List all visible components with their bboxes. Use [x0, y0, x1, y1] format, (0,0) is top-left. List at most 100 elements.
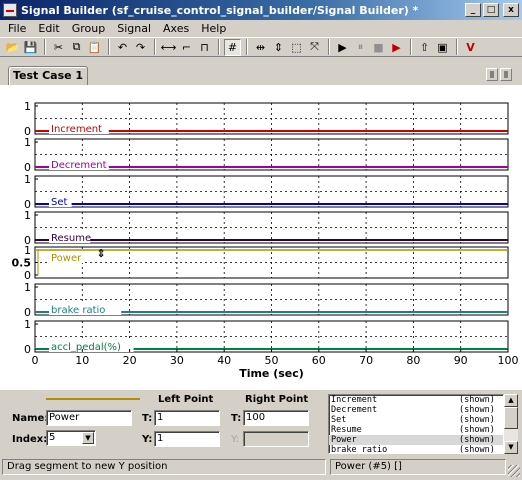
x-tick-label: 80: [406, 354, 420, 367]
open-icon[interactable]: 📂: [5, 40, 20, 54]
undo-icon[interactable]: ↶: [117, 40, 128, 54]
maximize-button[interactable]: □: [483, 3, 499, 17]
play-icon[interactable]: ▶: [338, 40, 347, 54]
list-item-state: (shown): [459, 405, 495, 415]
constant-icon[interactable]: ⟷: [160, 40, 177, 54]
y-tick-label: 1: [24, 173, 31, 186]
right-t-field[interactable]: 100: [243, 410, 309, 426]
signal-label-3[interactable]: Resume: [51, 233, 91, 244]
menu-file[interactable]: File: [8, 22, 27, 35]
y-tick-label: 1: [24, 281, 31, 294]
list-item[interactable]: brake ratio (shown): [329, 445, 503, 454]
signal-list[interactable]: Increment (shown) Decrement (shown) Set (show…: [328, 394, 504, 454]
y-tick-label: 1: [24, 244, 31, 257]
list-item-state: (shown): [459, 445, 495, 454]
signal-label-bg: [49, 196, 72, 207]
name-field[interactable]: Power: [46, 410, 132, 426]
list-item[interactable]: Set (shown): [329, 415, 503, 425]
save-icon[interactable]: 💾: [23, 40, 38, 54]
y-tick-label: 1: [24, 209, 31, 222]
menu-signal[interactable]: Signal: [117, 22, 152, 35]
list-item[interactable]: Decrement (shown): [329, 405, 503, 415]
pulse-icon[interactable]: ⊓: [200, 40, 209, 54]
y-tick-label: 1: [24, 136, 31, 149]
copy-icon[interactable]: ⧉: [72, 40, 81, 53]
y-tick-label: 0: [24, 343, 31, 356]
chevron-down-icon[interactable]: ▼: [82, 432, 94, 444]
stop-icon[interactable]: ■: [373, 40, 384, 54]
tab-test-case-1[interactable]: Test Case 1: [8, 66, 88, 86]
list-item-name: Increment: [331, 395, 378, 405]
x-tick-label: 60: [312, 354, 326, 367]
list-item[interactable]: Increment (shown): [329, 395, 503, 405]
left-y-field[interactable]: 1: [154, 431, 220, 447]
y-tick-label: 1: [24, 318, 31, 331]
status-bar: Drag segment to new Y position Power (#5…: [0, 457, 522, 480]
left-t-label: T:: [142, 413, 153, 424]
list-item[interactable]: Resume (shown): [329, 425, 503, 435]
signal-label-4[interactable]: Power: [51, 253, 82, 264]
zoom-x-icon[interactable]: ⇹: [255, 40, 266, 54]
toolbar-separator: [218, 39, 220, 55]
list-item-state: (shown): [459, 425, 495, 435]
tab-scroll-left-button[interactable]: [486, 68, 498, 81]
y-tick-label: 0: [24, 234, 31, 247]
index-select[interactable]: 5 ▼: [46, 430, 96, 446]
signal-plot-area[interactable]: 1 0 Increment 1 0 Decrement 1 0 Set 1 0 Resume 1 0.5 0…: [0, 86, 522, 390]
signal-label-bg: [49, 341, 134, 352]
list-item-state: (shown): [459, 435, 495, 445]
scroll-up-icon[interactable]: ▲: [504, 394, 518, 407]
y-tick-label: 1: [24, 100, 31, 113]
left-point-heading: Left Point: [158, 394, 214, 405]
signal-label-2[interactable]: Set: [51, 197, 68, 208]
redo-icon[interactable]: ↷: [135, 40, 146, 54]
tab-scroll-right-button[interactable]: [500, 68, 512, 81]
grid-icon[interactable]: #: [224, 38, 241, 56]
x-tick-label: 40: [217, 354, 231, 367]
scroll-down-icon[interactable]: ▼: [504, 441, 518, 454]
signal-label-bg: [49, 252, 84, 263]
menu-edit[interactable]: Edit: [38, 22, 60, 35]
resize-grip-icon[interactable]: [508, 465, 520, 477]
signal-label-6[interactable]: accl_pedal(%): [51, 342, 121, 353]
zoom-box-icon[interactable]: ⬚: [291, 40, 302, 54]
cut-icon[interactable]: ✂: [53, 40, 64, 54]
right-y-field: [243, 431, 309, 447]
title-bar: Signal Builder (sf_cruise_control_signal…: [0, 0, 522, 20]
x-tick-label: 30: [170, 354, 184, 367]
signal-label-0[interactable]: Increment: [51, 124, 102, 135]
menu-axes[interactable]: Axes: [163, 22, 190, 35]
zoom-fit-icon[interactable]: ⤧: [310, 40, 319, 53]
y-tick-label: 0.5: [12, 257, 32, 270]
x-tick-label: 20: [123, 354, 137, 367]
export-icon[interactable]: ▣: [437, 40, 448, 54]
list-item-state: (shown): [459, 415, 495, 425]
toolbar-separator: [44, 39, 46, 55]
left-t-field[interactable]: 1: [154, 410, 220, 426]
segment-editor: Left Point Right Point Name: Power T: 1 …: [0, 390, 522, 456]
toolbar-separator: [246, 39, 248, 55]
go-to-model-icon[interactable]: ⇧: [419, 40, 430, 54]
menu-help[interactable]: Help: [201, 22, 227, 35]
close-button[interactable]: x: [503, 3, 519, 17]
minimize-button[interactable]: _: [465, 3, 481, 17]
menu-group[interactable]: Group: [71, 22, 106, 35]
signal-label-5[interactable]: brake ratio: [51, 305, 105, 316]
signal-label-bg: [49, 123, 109, 134]
step-icon[interactable]: ⌐: [181, 40, 192, 54]
list-item[interactable]: Power (shown): [329, 435, 503, 445]
pause-icon[interactable]: ⏸: [357, 40, 364, 53]
x-tick-label: 0: [32, 354, 39, 367]
paste-icon[interactable]: 📋: [87, 40, 102, 54]
verification-icon[interactable]: V: [466, 40, 475, 54]
signal-list-scrollbar[interactable]: ▲ ▼: [504, 394, 518, 454]
toolbar-separator: [456, 39, 458, 55]
run-all-icon[interactable]: ▶: [392, 40, 401, 54]
zoom-y-icon[interactable]: ⇕: [273, 40, 284, 54]
list-item-name: brake ratio: [331, 445, 388, 454]
left-y-label: Y:: [142, 434, 153, 445]
toolbar-separator: [410, 39, 412, 55]
scroll-thumb[interactable]: [504, 407, 518, 429]
signal-label-1[interactable]: Decrement: [51, 160, 107, 171]
